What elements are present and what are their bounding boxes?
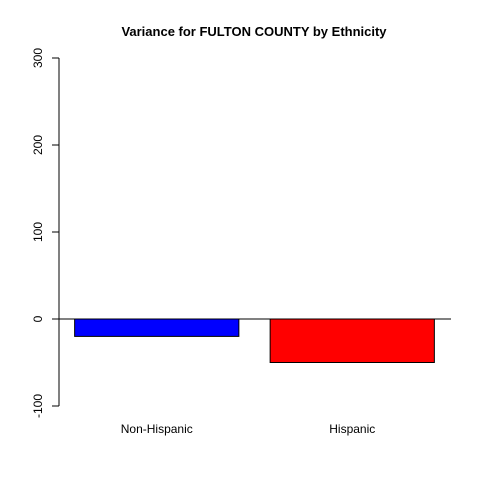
y-tick-label: 0 [31,315,45,322]
category-label: Hispanic [329,422,375,436]
y-tick-label: 200 [31,135,45,155]
bar-non-hispanic [74,318,240,337]
y-axis: -100 0 100 200 300 [31,48,60,418]
category-labels: Non-Hispanic Hispanic [121,422,376,436]
y-tick-label: 100 [31,222,45,242]
y-tick-label: -100 [31,394,45,418]
chart-title: Variance for FULTON COUNTY by Ethnicity [121,24,387,39]
bar-hispanic [269,318,435,363]
bars [74,318,435,363]
y-tick-label: 300 [31,48,45,68]
category-label: Non-Hispanic [121,422,193,436]
